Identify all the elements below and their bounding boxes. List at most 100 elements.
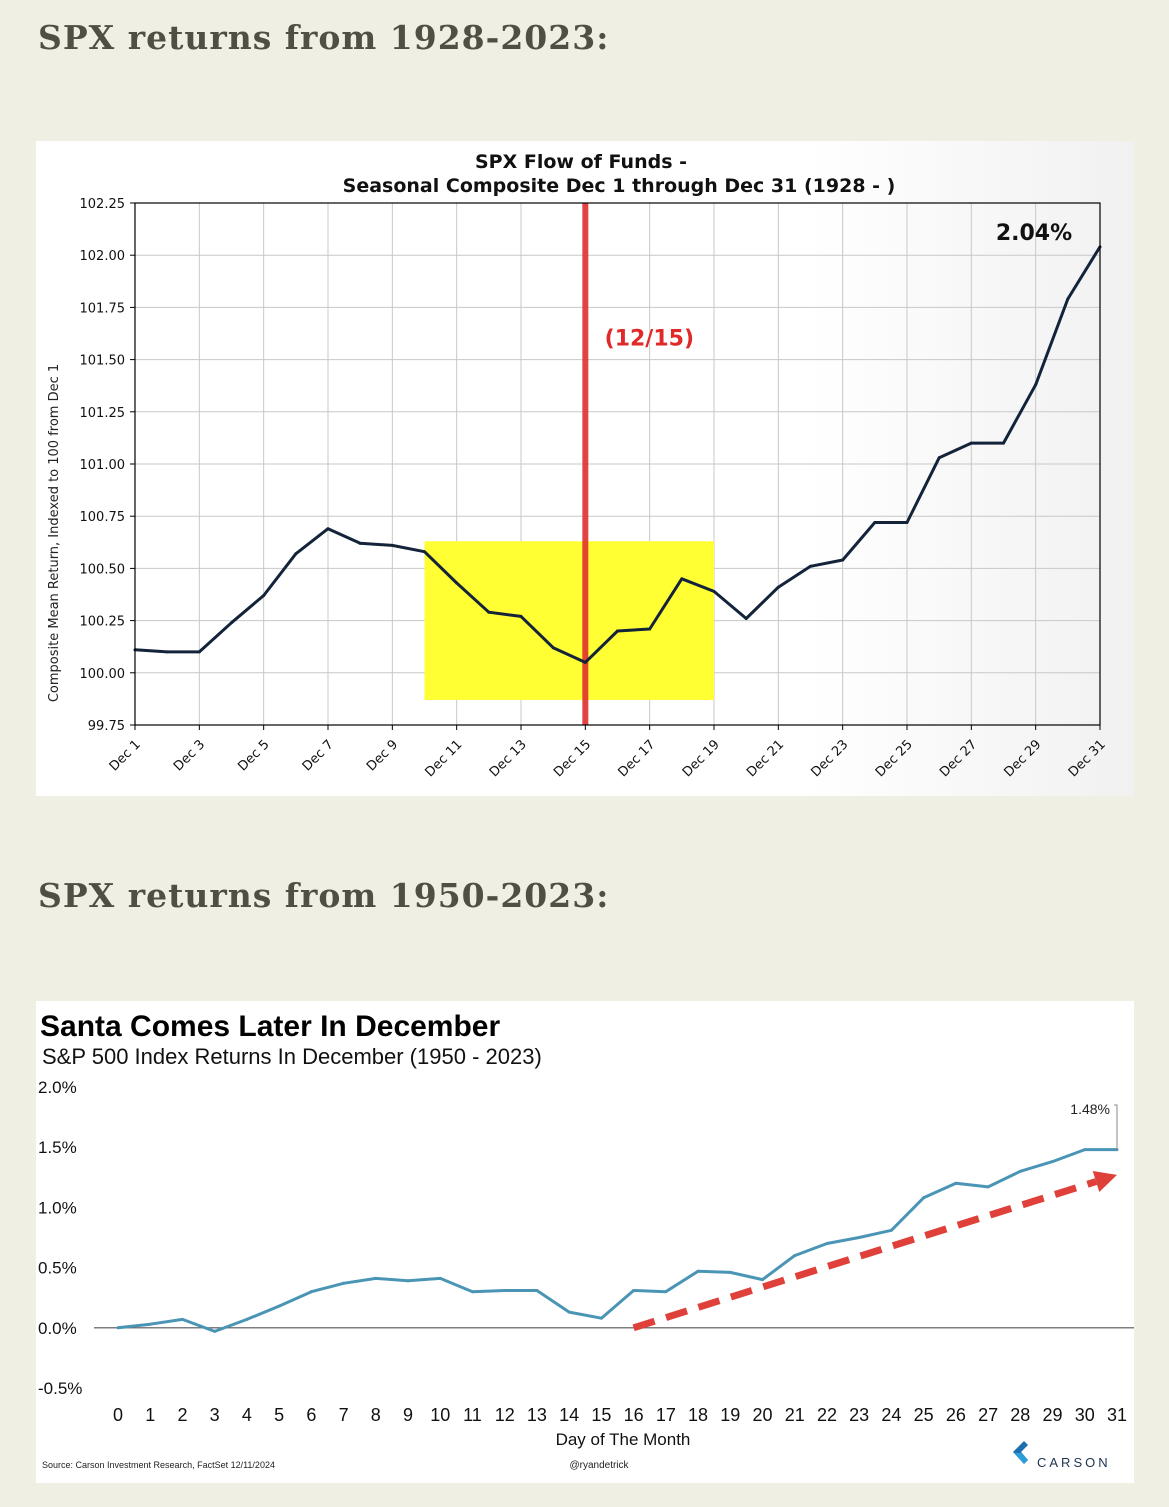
chart2-x-tick-label: 10 xyxy=(430,1405,450,1425)
chart1-y-tick-label: 102.25 xyxy=(80,197,126,212)
chart2-x-tick-label: 26 xyxy=(946,1405,966,1425)
chart1-y-tick-label: 100.50 xyxy=(80,562,126,577)
chart2-title: Santa Comes Later In December xyxy=(40,1010,500,1043)
chart1-data-point xyxy=(744,617,748,621)
chart2-x-tick-label: 4 xyxy=(242,1405,252,1425)
chart1-data-point xyxy=(326,527,330,531)
chart1-data-point xyxy=(648,627,652,631)
chart2-data-point xyxy=(954,1181,958,1185)
chart2-data-point xyxy=(535,1288,539,1292)
carson-logo: CARSON xyxy=(1013,1441,1108,1470)
chart1-data-point xyxy=(873,520,877,524)
chart1-y-tick-label: 99.75 xyxy=(88,719,125,734)
chart2-x-tick-label: 24 xyxy=(881,1405,901,1425)
chart2-source-note: Source: Carson Investment Research, Fact… xyxy=(42,1460,275,1470)
chart2-x-tick-label: 18 xyxy=(688,1405,708,1425)
chart1-x-tick-label: Dec 19 xyxy=(680,737,723,780)
chart2-data-point xyxy=(889,1228,893,1232)
chart1-data-point xyxy=(390,543,394,547)
chart2-x-tick-label: 20 xyxy=(753,1405,773,1425)
chart1-x-tick-label: Dec 13 xyxy=(487,737,530,780)
chart2-data-point xyxy=(245,1317,249,1321)
chart2-x-tick-label: 29 xyxy=(1043,1405,1063,1425)
chart2-data-point xyxy=(761,1278,765,1282)
chart1-y-tick-label: 100.00 xyxy=(80,667,126,682)
chart2-x-tick-label: 0 xyxy=(113,1405,123,1425)
chart2-x-ticks: 0 1 2 3 4 5 6 7 8 9 10 11 12 13 14 15 16 17 18 19 20 21 22 23 24… xyxy=(113,1405,1127,1425)
chart1-y-tick-label: 101.75 xyxy=(80,301,126,316)
chart2-x-axis-label: Day of The Month xyxy=(556,1430,691,1449)
section-heading-1928: SPX returns from 1928-2023: xyxy=(38,18,610,57)
chart2-trend-arrow-shaft xyxy=(632,1178,1098,1332)
chart1-x-tick-label: Dec 1 xyxy=(107,737,144,774)
chart1-data-point xyxy=(165,650,169,654)
chart2-data-point xyxy=(986,1185,990,1189)
chart2-series-group xyxy=(116,1148,1119,1333)
chart1-series-group xyxy=(133,245,1102,664)
chart1-y-axis-label: Composite Mean Return, Indexed to 100 fr… xyxy=(47,364,62,702)
chart2-y-tick-label: 1.0% xyxy=(38,1198,77,1217)
chart1-data-point xyxy=(680,577,684,581)
chart2-x-tick-label: 22 xyxy=(817,1405,837,1425)
chart2-data-point xyxy=(1115,1148,1119,1152)
chart1-x-tick-label: Dec 5 xyxy=(235,737,272,774)
chart1-highlight-box xyxy=(424,541,714,700)
chart2-data-point xyxy=(213,1329,217,1333)
chart2-end-callout-group xyxy=(1114,1104,1118,1150)
chart2-x-tick-label: 31 xyxy=(1107,1405,1127,1425)
chart1-x-tick-label: Dec 21 xyxy=(744,737,787,780)
chart2-data-point xyxy=(599,1316,603,1320)
chart-santa-comes-later: Santa Comes Later In December S&P 500 In… xyxy=(36,1001,1134,1483)
chart1-x-tick-label: Dec 17 xyxy=(615,737,658,780)
chart2-x-tick-label: 1 xyxy=(145,1405,155,1425)
chart2-x-tick-label: 16 xyxy=(624,1405,644,1425)
chart2-x-tick-label: 21 xyxy=(785,1405,805,1425)
chart1-data-point xyxy=(262,594,266,598)
chart2-x-tick-label: 17 xyxy=(656,1405,676,1425)
chart2-data-point xyxy=(664,1290,668,1294)
chart2-x-tick-label: 19 xyxy=(720,1405,740,1425)
chart2-x-tick-label: 6 xyxy=(306,1405,316,1425)
chart2-trend-arrow-head xyxy=(1092,1171,1117,1192)
chart1-data-point xyxy=(969,441,973,445)
chart1-data-point xyxy=(197,650,201,654)
chart2-data-point xyxy=(728,1270,732,1274)
chart2-data-point xyxy=(825,1242,829,1246)
chart2-data-point xyxy=(470,1290,474,1294)
chart2-x-tick-label: 14 xyxy=(559,1405,579,1425)
chart1-x-tick-label: Dec 31 xyxy=(1066,737,1109,780)
chart2-svg: Santa Comes Later In December S&P 500 In… xyxy=(38,1010,1134,1471)
chart1-data-point xyxy=(423,550,426,554)
chart1-y-tick-label: 100.75 xyxy=(80,510,126,525)
chart1-vertical-marker xyxy=(582,203,589,725)
chart1-end-value-label: 2.04% xyxy=(996,221,1072,246)
chart2-data-point xyxy=(632,1288,636,1292)
chart1-y-tick-label: 101.00 xyxy=(80,458,126,473)
chart2-data-point xyxy=(438,1276,442,1280)
chart1-data-point xyxy=(937,456,941,460)
chart2-data-point xyxy=(406,1279,410,1283)
chart2-data-point xyxy=(309,1290,313,1294)
chart2-data-point xyxy=(277,1304,281,1308)
chart1-data-point xyxy=(841,558,845,562)
chart1-x-ticks: Dec 1 Dec 3 Dec 5 Dec 7 Dec 9 Dec 11 Dec 13 Dec… xyxy=(107,725,1109,780)
chart1-data-point xyxy=(294,552,298,556)
chart2-data-point xyxy=(1018,1169,1022,1173)
chart2-x-tick-label: 12 xyxy=(495,1405,515,1425)
chart1-x-tick-label: Dec 23 xyxy=(808,737,851,780)
chart2-data-point xyxy=(922,1196,926,1200)
chart1-y-tick-label: 101.50 xyxy=(80,354,126,369)
chart1-data-point xyxy=(712,589,716,593)
chart2-y-tick-label: -0.5% xyxy=(38,1379,82,1398)
chart1-data-point xyxy=(519,614,523,618)
chart2-data-point xyxy=(1083,1148,1087,1152)
chart2-data-point xyxy=(1051,1160,1055,1164)
chart2-data-point xyxy=(148,1322,152,1326)
chart2-data-point xyxy=(116,1326,120,1330)
chart1-x-tick-label: Dec 15 xyxy=(551,737,594,780)
chart1-x-tick-label: Dec 25 xyxy=(873,737,916,780)
chart2-x-tick-label: 3 xyxy=(210,1405,220,1425)
chart2-end-value-label: 1.48% xyxy=(1070,1101,1110,1117)
chart1-x-tick-label: Dec 11 xyxy=(422,737,465,780)
section-heading-1950: SPX returns from 1950-2023: xyxy=(38,876,610,915)
